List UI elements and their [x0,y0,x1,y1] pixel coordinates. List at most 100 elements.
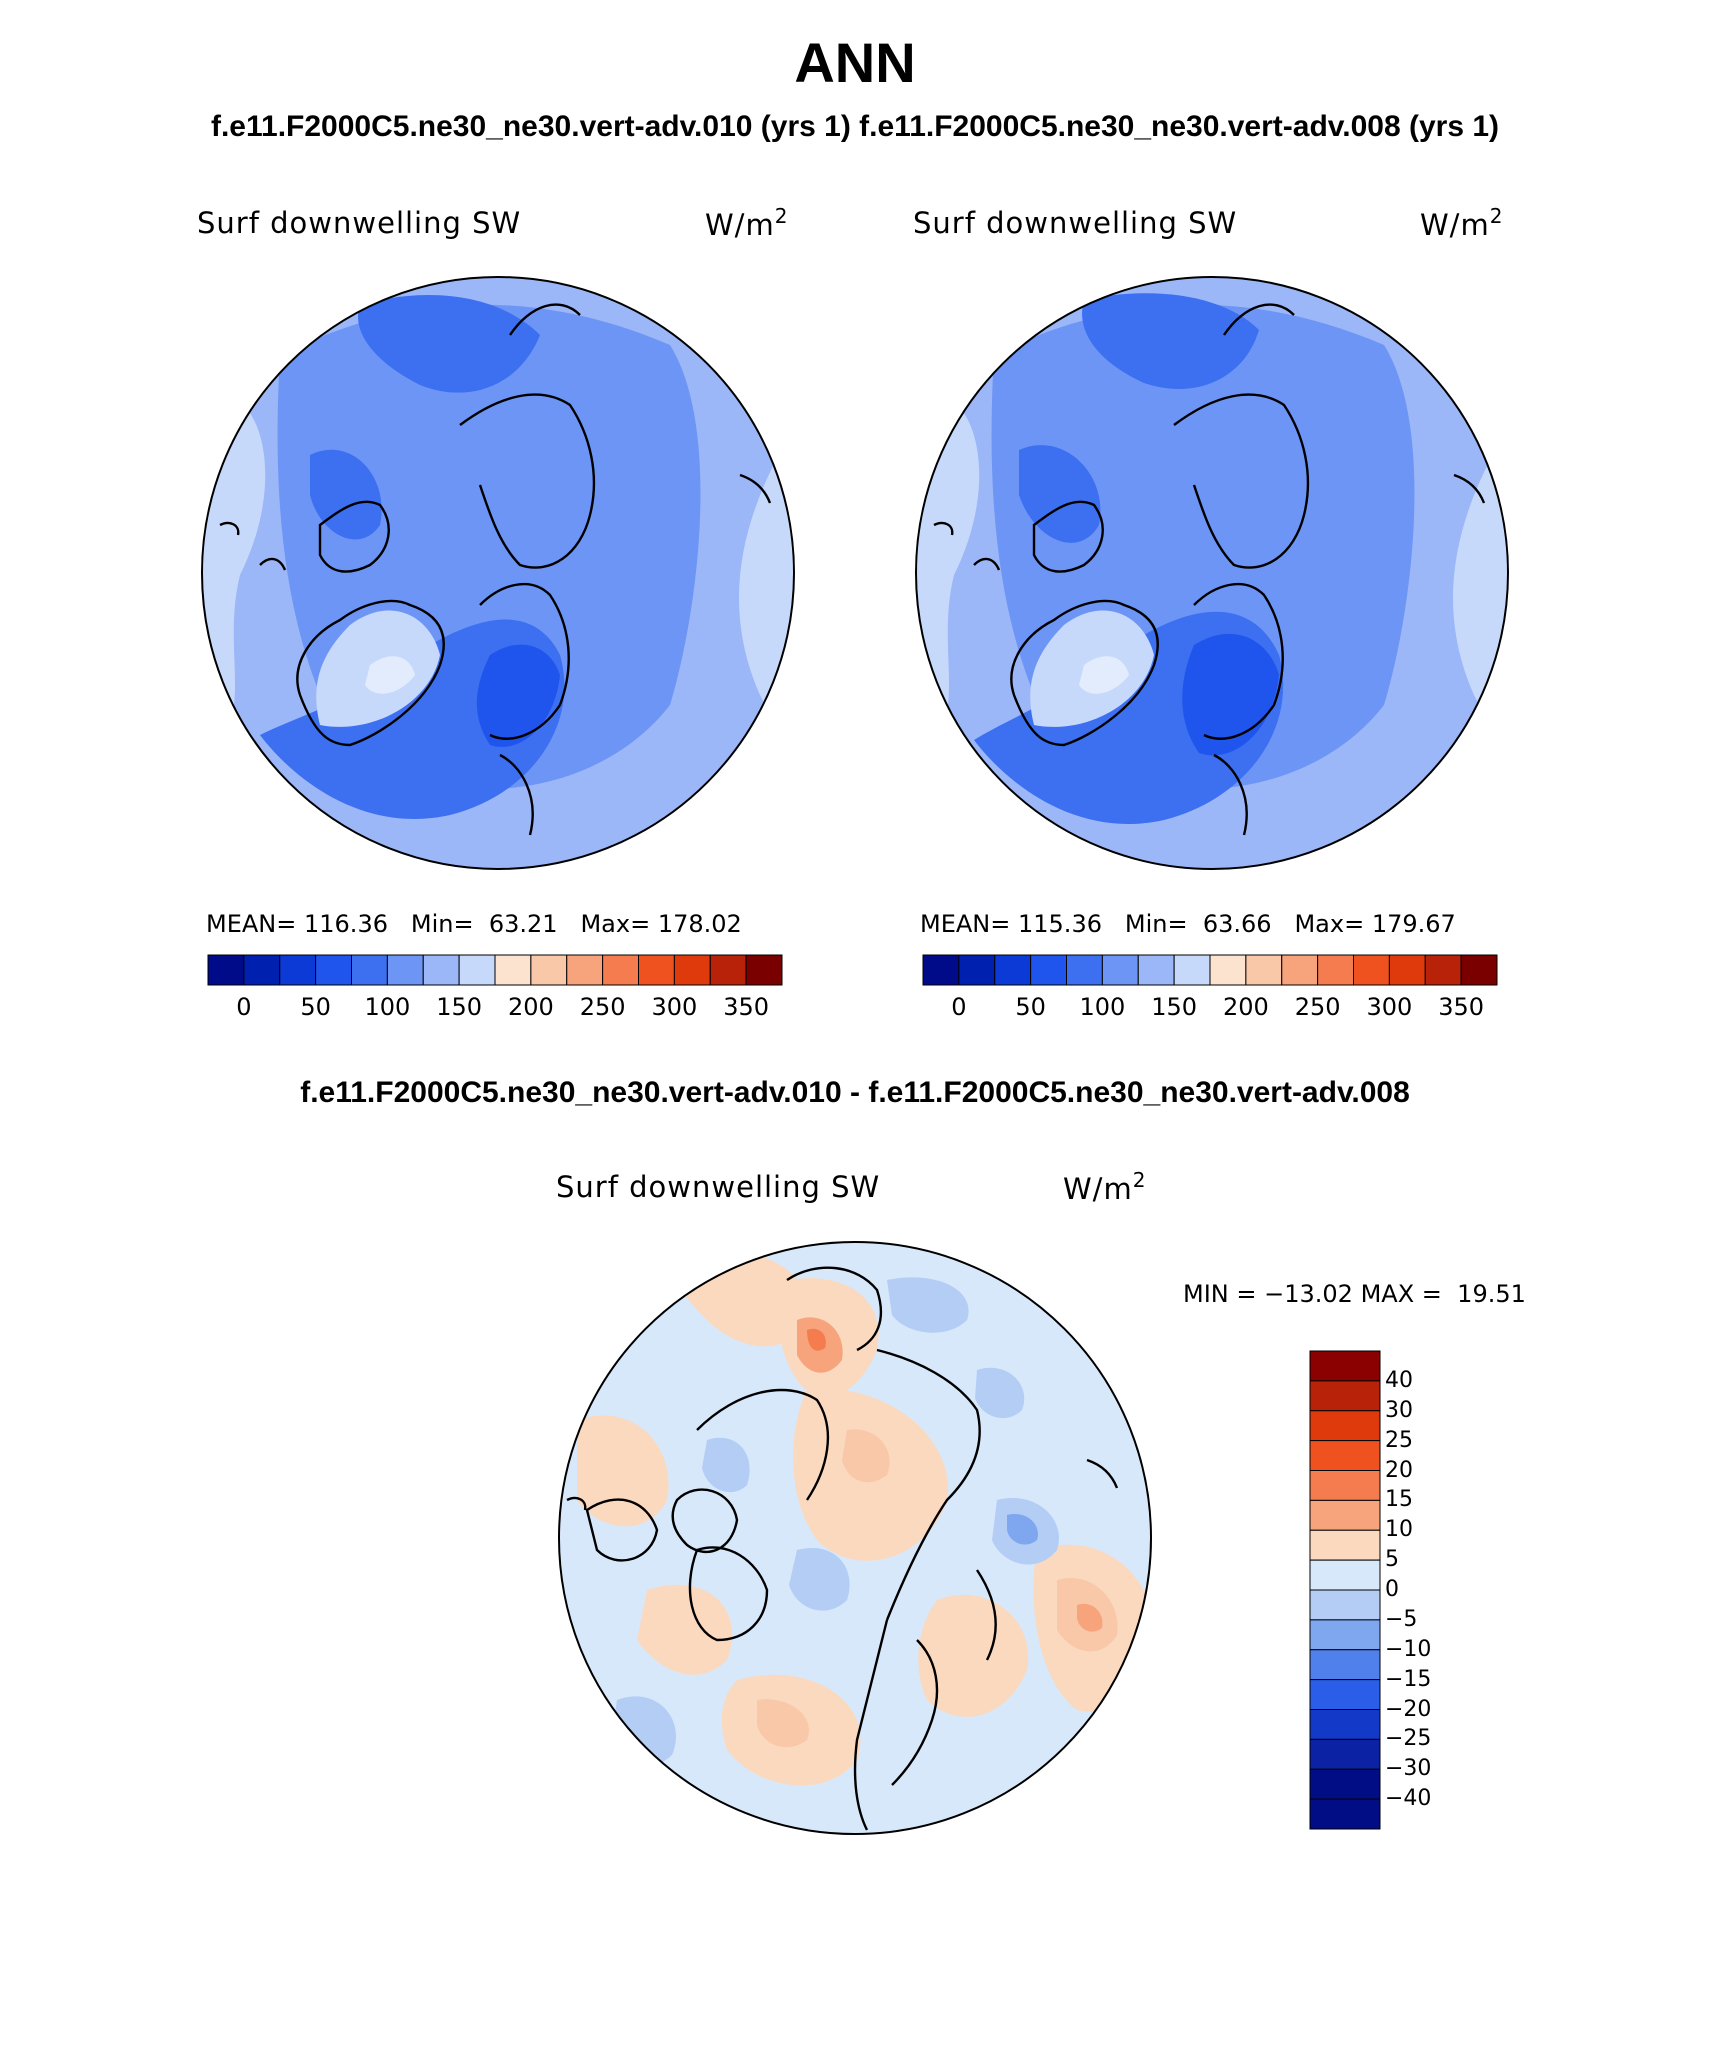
right-panel-polar-map [915,276,1509,870]
right-colorbar-tick-label: 350 [1438,993,1485,1021]
left-colorbar-tick-label: 200 [507,993,554,1021]
left-colorbar-swatch [673,954,711,986]
difference-polar-map [558,1241,1152,1835]
diff-colorbar-swatch [1309,1619,1381,1651]
diff-colorbar-swatch [1309,1559,1381,1591]
right-colorbar-swatch [1317,954,1354,986]
right-colorbar-swatch [1137,954,1175,986]
left-colorbar-tick-label: 50 [300,993,331,1021]
left-colorbar-tick-label: 250 [579,993,626,1021]
diff-colorbar-tick-label: 25 [1385,1427,1413,1453]
right-colorbar-swatch [1173,954,1211,986]
right-colorbar-tick-label: 200 [1222,993,1269,1021]
right-panel-colorbar [922,954,1498,986]
right-colorbar-swatch [1353,954,1390,986]
left-colorbar-tick-label: 150 [436,993,483,1021]
diff-panel-colorbar [1309,1350,1381,1830]
diff-colorbar-swatch [1309,1709,1381,1740]
diff-colorbar-swatch [1309,1410,1381,1442]
diff-colorbar-tick-label: −5 [1385,1606,1418,1632]
diff-colorbar-swatch [1309,1738,1381,1770]
diff-colorbar-tick-label: −15 [1385,1666,1432,1692]
right-colorbar-tick-label: 150 [1151,993,1198,1021]
left-colorbar-tick-label: 0 [236,993,252,1021]
right-panel-stats: MEAN= 115.36 Min= 63.66 Max= 179.67 [920,910,1456,938]
right-map-field [916,277,1508,869]
right-colorbar-swatch [1388,954,1426,986]
diff-colorbar-tick-label: 20 [1385,1457,1413,1483]
diff-map-field [559,1242,1151,1834]
left-colorbar-tick-labels: 0 50 100 150 200 250 300 350 [208,993,782,1023]
left-panel-units: W/m2 [705,204,789,242]
left-colorbar-swatch [566,954,604,986]
diff-colorbar-tick-label: 30 [1385,1397,1413,1423]
left-panel-variable: Surf downwelling SW [197,206,522,240]
right-colorbar-swatch [1281,954,1319,986]
left-colorbar-swatch [279,954,317,986]
diff-colorbar-tick-label: 15 [1385,1487,1413,1513]
right-map-coastlines [933,303,1486,836]
diff-colorbar-swatch [1309,1589,1381,1621]
right-colorbar-swatch [922,954,960,986]
right-colorbar-swatch [1030,954,1067,986]
left-colorbar-tick-label: 300 [651,993,698,1021]
right-colorbar-swatch [1460,954,1498,986]
diff-colorbar-tick-label: −10 [1385,1636,1432,1662]
right-colorbar-swatch [1066,954,1103,986]
diff-colorbar-swatch [1309,1470,1381,1501]
right-colorbar-swatch [1424,954,1462,986]
diff-colorbar-swatch [1309,1649,1381,1681]
right-panel-variable: Surf downwelling SW [913,206,1238,240]
right-colorbar-tick-label: 100 [1079,993,1126,1021]
diff-colorbar-tick-label: 40 [1385,1367,1413,1393]
diff-colorbar-swatch [1309,1529,1381,1561]
right-colorbar-swatch [1101,954,1139,986]
right-colorbar-tick-label: 300 [1366,993,1413,1021]
left-colorbar-swatch [351,954,388,986]
left-colorbar-swatch [530,954,568,986]
diff-panel-variable: Surf downwelling SW [556,1170,881,1204]
diff-colorbar-tick-label: −25 [1385,1726,1432,1752]
right-map-boundary [915,276,1509,870]
right-colorbar-tick-labels: 0 50 100 150 200 250 300 350 [923,993,1497,1023]
diff-colorbar-tick-label: −40 [1385,1786,1432,1812]
main-title: ANN [794,31,916,94]
left-colorbar-swatch [207,954,245,986]
left-colorbar-swatch [422,954,460,986]
right-colorbar-swatch [994,954,1032,986]
right-colorbar-tick-label: 250 [1294,993,1341,1021]
right-colorbar-swatch [1209,954,1247,986]
diff-colorbar-tick-labels: 40 30 25 20 15 10 5 0 −5 −10 −15 −20 −25 −30 −40 [1385,1351,1485,1829]
right-colorbar-tick-label: 50 [1015,993,1046,1021]
diff-colorbar-tick-label: 0 [1385,1577,1399,1602]
left-colorbar-swatch [494,954,532,986]
left-colorbar-swatch [458,954,496,986]
cases-subtitle: f.e11.F2000C5.ne30_ne30.vert-adv.010 (yr… [210,110,1500,143]
left-colorbar-swatch [315,954,352,986]
diff-map-boundary [558,1241,1152,1835]
left-panel-stats: MEAN= 116.36 Min= 63.21 Max= 178.02 [206,910,742,938]
diff-panel-units: W/m2 [1063,1168,1147,1206]
diff-colorbar-swatch [1309,1679,1381,1710]
diff-colorbar-swatch [1309,1798,1381,1830]
left-colorbar-swatch [638,954,675,986]
left-map-boundary [201,276,795,870]
left-colorbar-tick-label: 350 [723,993,770,1021]
left-map-coastlines [219,303,772,836]
diff-colorbar-swatch [1309,1350,1381,1382]
diff-colorbar-tick-label: −20 [1385,1696,1432,1722]
diff-colorbar-swatch [1309,1499,1381,1531]
diff-colorbar-swatch [1309,1440,1381,1471]
diff-colorbar-tick-label: 10 [1385,1517,1413,1543]
left-panel-colorbar [207,954,783,986]
diff-colorbar-tick-label: −30 [1385,1756,1432,1782]
left-colorbar-swatch [709,954,747,986]
difference-title: f.e11.F2000C5.ne30_ne30.vert-adv.010 - f… [300,1076,1410,1109]
right-colorbar-tick-label: 0 [951,993,967,1021]
left-colorbar-swatch [602,954,639,986]
right-colorbar-swatch [958,954,996,986]
right-panel-units: W/m2 [1420,204,1504,242]
diff-colorbar-swatch [1309,1380,1381,1412]
diff-colorbar-tick-label: 5 [1385,1547,1399,1573]
diff-colorbar-swatch [1309,1768,1381,1800]
